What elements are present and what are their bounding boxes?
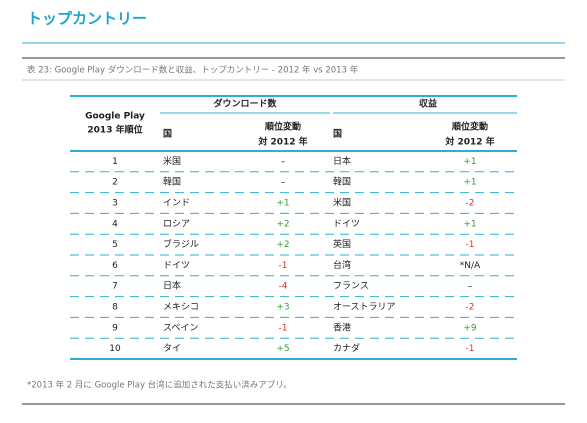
cell-country: フランス xyxy=(333,281,369,292)
cell-country: ロシア xyxy=(163,219,190,229)
cell-rank: 5 xyxy=(112,240,118,250)
cell-change: – xyxy=(281,157,286,167)
cell-change: +5 xyxy=(276,344,289,354)
cell-country: 米国 xyxy=(163,155,181,167)
cell-change: – xyxy=(281,178,286,188)
sub-header: 対 2012 年 xyxy=(444,136,494,148)
cell-country: 香港 xyxy=(333,321,351,333)
cell-change: +2 xyxy=(276,240,289,250)
cell-country: スペイン xyxy=(163,323,198,333)
sub-header: 国 xyxy=(333,129,342,140)
cell-change: -1 xyxy=(279,323,288,333)
cell-country: 台湾 xyxy=(333,259,351,271)
sub-header: 順位変動 xyxy=(451,121,488,133)
cell-rank: 3 xyxy=(112,199,118,209)
cell-country: 韓国 xyxy=(333,177,351,188)
cell-change: – xyxy=(468,282,473,292)
cell-change: +1 xyxy=(463,219,476,229)
cell-country: 英国 xyxy=(333,238,351,250)
sub-header: 対 2012 年 xyxy=(257,136,307,148)
cell-country: ドイツ xyxy=(163,261,190,271)
cell-rank: 8 xyxy=(112,303,118,313)
cell-country: メキシコ xyxy=(163,303,199,313)
cell-country: ブラジル xyxy=(163,238,199,250)
cell-rank: 4 xyxy=(112,219,118,229)
cell-rank: 7 xyxy=(112,282,118,292)
group-header: ダウンロード数 xyxy=(213,98,277,110)
cell-change: +1 xyxy=(463,178,476,188)
group-header: 収益 xyxy=(419,98,437,110)
title: トップカントリー xyxy=(27,10,147,28)
cell-country: タイ xyxy=(163,343,181,354)
sub-header: 順位変動 xyxy=(264,121,301,133)
cell-country: 日本 xyxy=(163,280,181,292)
cell-change: +1 xyxy=(276,199,289,209)
cell-rank: 6 xyxy=(112,261,118,271)
cell-change: -2 xyxy=(466,199,475,209)
cell-country: 韓国 xyxy=(163,177,181,188)
cell-rank: 2 xyxy=(112,178,118,188)
cell-change: -1 xyxy=(466,344,475,354)
sub-header: 国 xyxy=(163,129,172,140)
cell-country: 日本 xyxy=(333,155,351,167)
cell-change: -1 xyxy=(279,261,288,271)
footnote: *2013 年 2 月に Google Play 台湾に追加された支払い済みアプ… xyxy=(27,380,292,391)
cell-rank: 9 xyxy=(112,323,118,333)
cell-change: -2 xyxy=(466,303,475,313)
cell-change: +2 xyxy=(276,219,289,229)
cell-change: +9 xyxy=(463,323,477,333)
cell-change: -4 xyxy=(279,282,288,292)
caption: 表 23: Google Play ダウンロード数と収益、トップカントリー - … xyxy=(27,65,359,76)
cell-rank: 1 xyxy=(112,157,118,167)
cell-country: 米国 xyxy=(333,197,351,209)
cell-country: カナダ xyxy=(333,342,360,354)
rank-header: Google Play xyxy=(85,112,145,122)
cell-change: +1 xyxy=(463,157,476,167)
cell-country: オーストラリア xyxy=(333,302,396,313)
cell-country: インド xyxy=(163,199,190,209)
cell-country: ドイツ xyxy=(333,219,360,229)
cell-rank: 10 xyxy=(109,344,121,354)
cell-change: -1 xyxy=(466,240,475,250)
rank-header: 2013 年順位 xyxy=(87,124,142,136)
cell-change: +3 xyxy=(276,303,289,313)
cell-change: *N/A xyxy=(460,261,481,271)
